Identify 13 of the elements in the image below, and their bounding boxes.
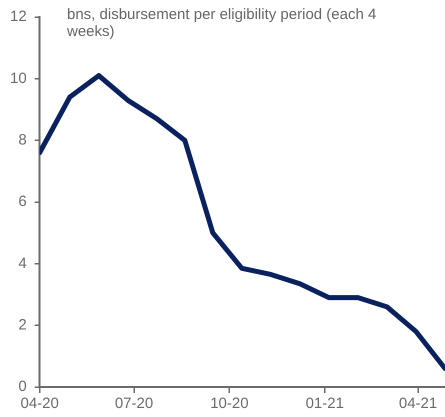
x-tick-label: 04-20: [20, 395, 59, 412]
y-tick-label: 8: [18, 131, 27, 148]
y-axis-title: bns, disbursement per eligibility period (each 4 weeks): [67, 6, 378, 40]
y-tick-label: 2: [18, 316, 27, 334]
y-tick-label: 6: [18, 193, 27, 210]
x-tick-label: 10-20: [210, 395, 249, 412]
x-tick-label: 01-21: [306, 395, 344, 412]
x-tick-label: 04-21: [398, 395, 438, 412]
y-tick-label: 0: [18, 378, 27, 396]
y-tick-label: 4: [18, 254, 27, 272]
y-tick-label: 12: [10, 8, 27, 26]
y-tick-label: 10: [10, 70, 27, 87]
x-tick-label: 07-20: [114, 395, 154, 412]
